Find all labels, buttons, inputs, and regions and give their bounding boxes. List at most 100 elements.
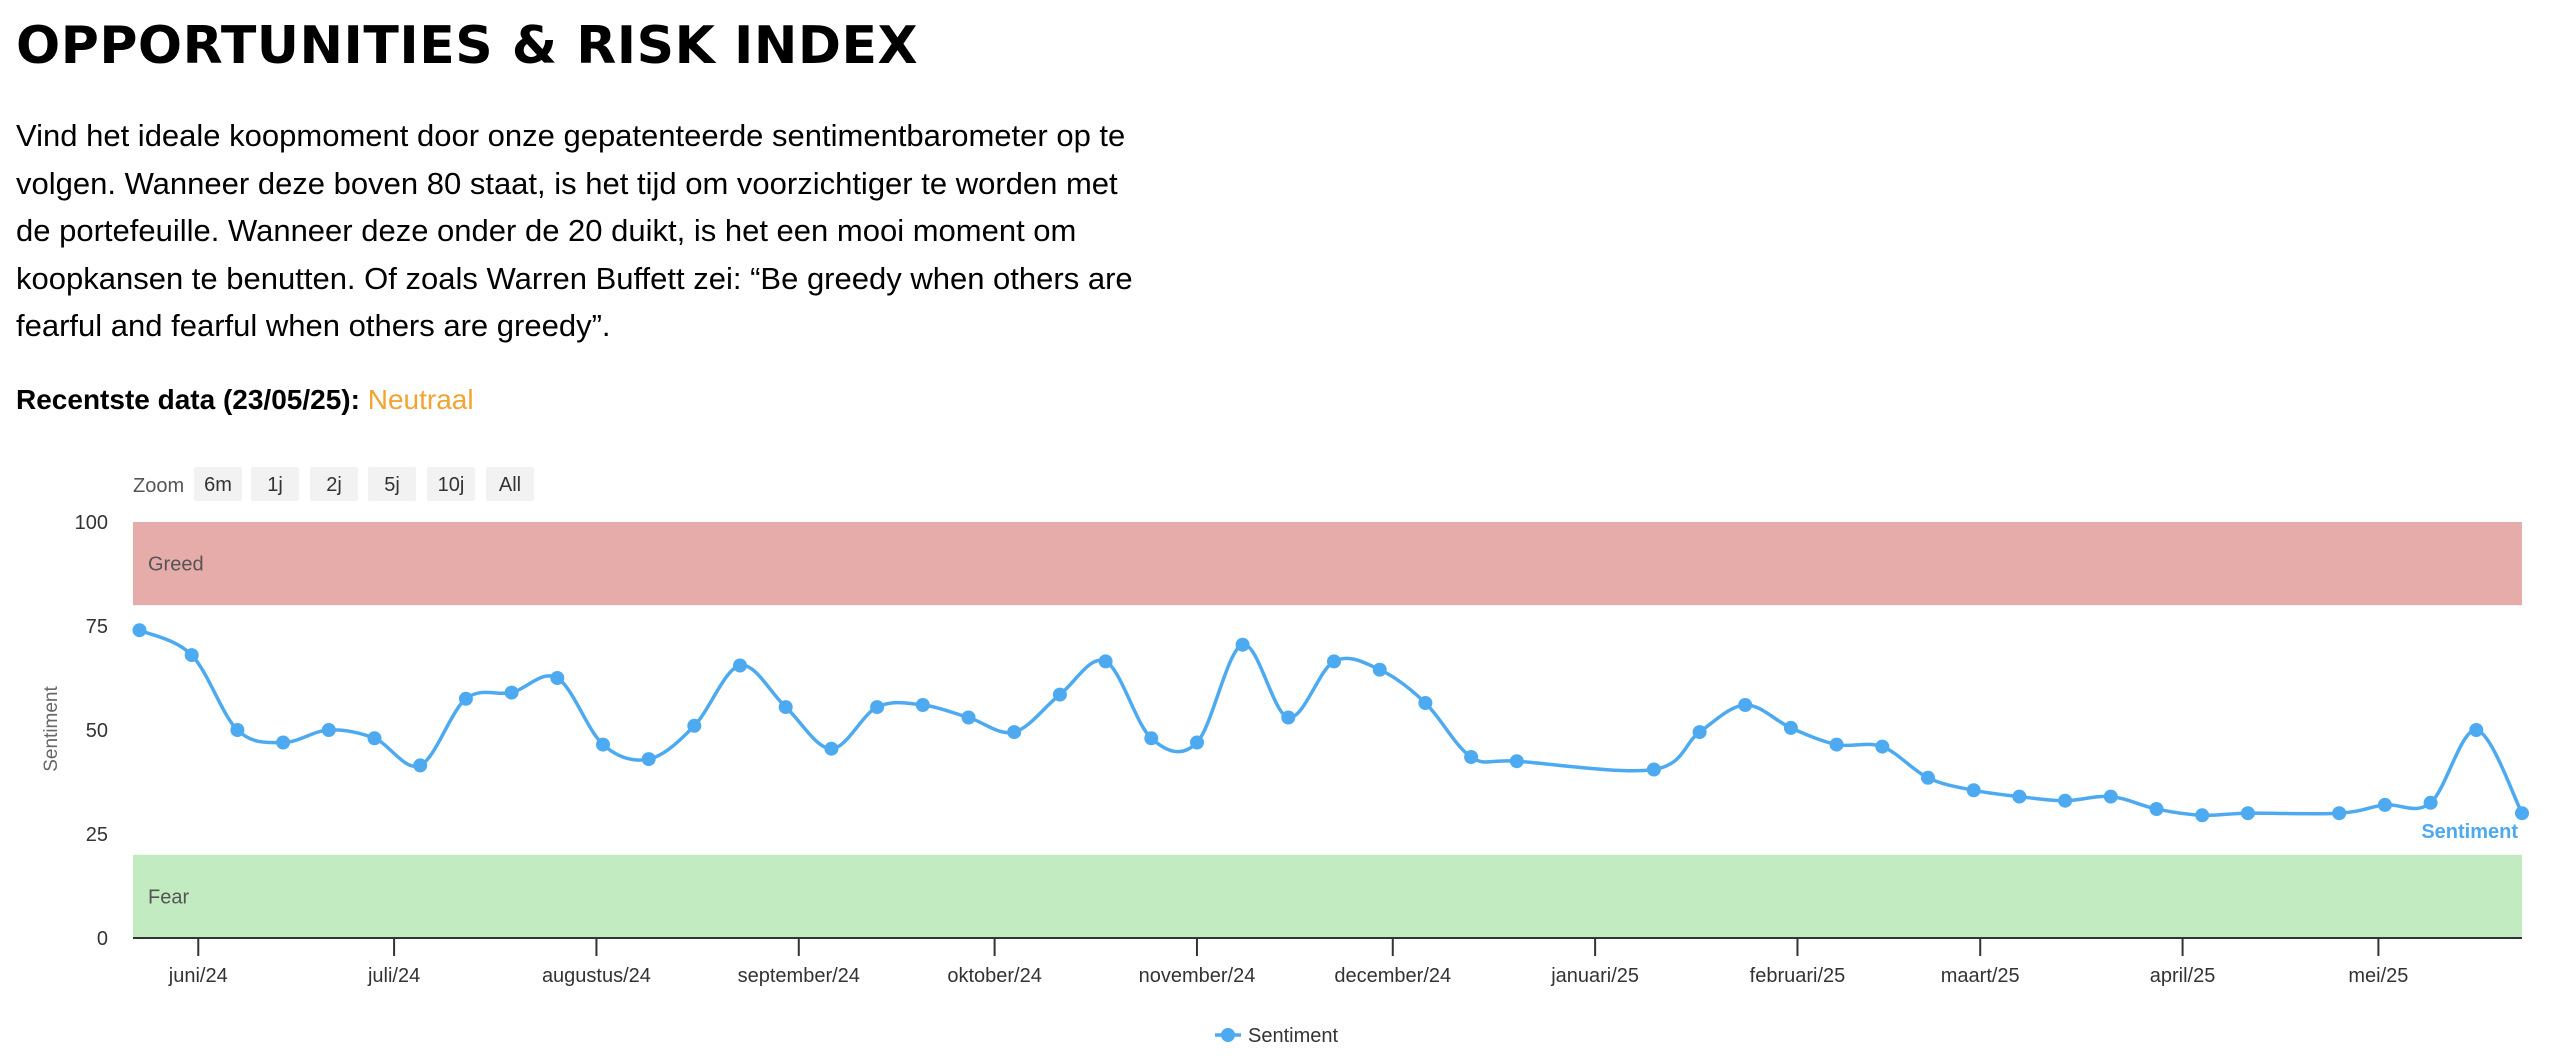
zoom-button-2j[interactable]: 2j: [310, 467, 358, 501]
data-point: [321, 723, 336, 737]
x-tick-label: juli/24: [367, 965, 420, 987]
data-point: [367, 731, 382, 746]
band-fear: [133, 854, 2522, 938]
data-point: [2332, 806, 2347, 821]
data-point: [1235, 637, 1250, 652]
zoom-button-label: 2j: [326, 474, 342, 496]
series-points: [132, 623, 2529, 823]
data-point: [1144, 731, 1159, 746]
data-point: [276, 735, 291, 750]
data-point: [458, 691, 473, 706]
data-point: [641, 752, 656, 767]
zoom-label: Zoom: [133, 475, 184, 497]
zoom-button-label: 1j: [267, 474, 283, 496]
data-point: [2515, 806, 2529, 821]
data-point: [2423, 795, 2438, 810]
data-point: [1783, 720, 1798, 735]
y-axis: 0 25 50 75 100: [75, 512, 108, 950]
data-point: [2058, 793, 2073, 808]
data-point: [504, 685, 519, 700]
data-point: [2103, 789, 2118, 804]
band-greed: [133, 522, 2522, 606]
data-point: [778, 700, 793, 715]
data-point: [961, 710, 976, 725]
y-tick-label: 100: [75, 512, 108, 534]
zoom-button-label: All: [499, 474, 521, 496]
latest-data-label: Recentste data (23/05/25):: [16, 384, 360, 415]
zoom-button-label: 10j: [438, 474, 465, 496]
data-point: [1738, 698, 1753, 712]
x-tick-label: oktober/24: [947, 965, 1042, 987]
x-axis: juni/24 juli/24 augustus/24 september/24 okt…: [168, 938, 2408, 987]
y-tick-label: 25: [86, 824, 108, 846]
data-point: [733, 658, 747, 673]
data-point: [413, 758, 428, 773]
page-title: OPPORTUNITIES & RISK INDEX: [16, 16, 919, 76]
data-point: [1692, 725, 1707, 740]
y-tick-label: 0: [97, 928, 108, 950]
data-point: [1052, 687, 1067, 702]
x-tick-label: april/25: [2150, 965, 2216, 987]
data-point: [230, 723, 245, 737]
data-point: [870, 700, 885, 715]
latest-data: Recentste data (23/05/25): Neutraal: [16, 378, 474, 422]
bands: Greed Fear: [133, 522, 2522, 938]
data-point: [132, 623, 147, 638]
legend-item-sentiment[interactable]: Sentiment: [1248, 1025, 1338, 1047]
data-point: [915, 698, 930, 712]
zoom-button-all[interactable]: All: [486, 467, 534, 501]
data-point: [1372, 662, 1387, 677]
band-label-greed: Greed: [148, 554, 204, 576]
band-label-fear: Fear: [148, 886, 189, 908]
x-tick-label: maart/25: [1941, 965, 2020, 987]
data-point: [687, 718, 702, 733]
data-point: [1646, 762, 1661, 777]
x-tick-label: juni/24: [168, 965, 228, 987]
data-point: [1509, 754, 1524, 769]
data-point: [550, 671, 565, 685]
zoom-button-1j[interactable]: 1j: [251, 467, 299, 501]
x-tick-label: februari/25: [1750, 965, 1846, 987]
data-point: [2240, 806, 2255, 821]
y-tick-label: 75: [86, 616, 108, 638]
data-point: [1875, 739, 1890, 754]
data-point: [2149, 802, 2164, 816]
zoom-button-10j[interactable]: 10j: [427, 467, 475, 501]
x-tick-label: december/24: [1334, 965, 1451, 987]
y-axis-label: Sentiment: [41, 686, 62, 772]
intro-text: Vind het ideale koopmoment door onze gep…: [16, 118, 1133, 343]
data-point: [2012, 789, 2027, 804]
zoom-button-label: 5j: [384, 474, 400, 496]
data-point: [1007, 725, 1022, 740]
data-point: [1327, 654, 1341, 669]
x-tick-label: mei/25: [2348, 965, 2408, 987]
data-point: [1829, 737, 1844, 752]
data-point: [1464, 750, 1479, 764]
data-point: [2377, 797, 2392, 812]
data-point: [2195, 808, 2210, 823]
sentiment-chart: Zoom 6m 1j 2j 5j 10j All Greed Fear 0 25 50 75 100…: [41, 467, 2529, 1047]
data-point: [1098, 654, 1113, 669]
data-point: [824, 741, 839, 756]
legend-marker-icon: [1221, 1028, 1235, 1042]
legend[interactable]: Sentiment: [1215, 1025, 1338, 1047]
data-point: [2469, 723, 2484, 737]
zoom-button-label: 6m: [204, 474, 232, 496]
data-point: [1190, 735, 1204, 750]
data-point: [1418, 696, 1433, 710]
y-tick-label: 50: [86, 720, 108, 742]
data-point: [1966, 783, 1981, 798]
x-tick-label: januari/25: [1550, 965, 1639, 987]
latest-status-badge: Neutraal: [367, 384, 474, 415]
zoom-bar: Zoom 6m 1j 2j 5j 10j All: [133, 467, 534, 501]
zoom-button-5j[interactable]: 5j: [368, 467, 416, 501]
data-point: [596, 737, 610, 752]
data-point: [1921, 770, 1935, 785]
x-tick-label: november/24: [1139, 965, 1256, 987]
x-tick-label: augustus/24: [542, 965, 651, 987]
x-tick-label: september/24: [738, 965, 860, 987]
zoom-button-6m[interactable]: 6m: [194, 467, 242, 501]
series-end-label: Sentiment: [2421, 821, 2518, 843]
data-point: [1281, 710, 1296, 725]
data-point: [184, 648, 199, 663]
